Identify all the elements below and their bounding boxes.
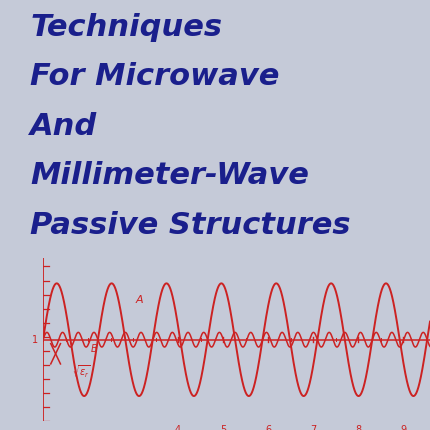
Text: B: B	[90, 344, 97, 353]
Text: 6: 6	[265, 425, 271, 430]
Text: And: And	[30, 112, 97, 141]
Text: 9: 9	[400, 425, 406, 430]
Text: Techniques: Techniques	[30, 13, 222, 42]
Text: $\sqrt{\varepsilon_r}$: $\sqrt{\varepsilon_r}$	[72, 363, 91, 380]
Text: 7: 7	[310, 425, 316, 430]
Text: 1: 1	[31, 335, 37, 345]
Text: Passive Structures: Passive Structures	[30, 211, 350, 240]
Text: For Microwave: For Microwave	[30, 62, 280, 91]
Text: Millimeter-Wave: Millimeter-Wave	[30, 161, 309, 190]
Text: 5: 5	[220, 425, 226, 430]
Text: A: A	[135, 295, 143, 305]
Text: 4: 4	[175, 425, 181, 430]
Text: 8: 8	[355, 425, 361, 430]
